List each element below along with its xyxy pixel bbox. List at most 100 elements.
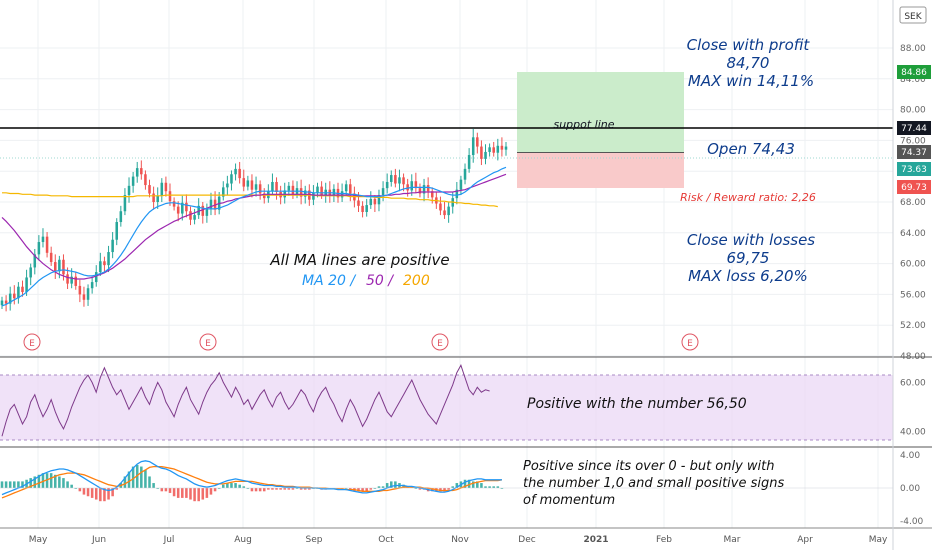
macd-histogram-bar — [94, 488, 98, 500]
earnings-marker-label: E — [29, 339, 35, 349]
macd-histogram-bar — [37, 474, 41, 488]
macd-histogram-bar — [62, 478, 65, 488]
macd-histogram-bar — [82, 488, 86, 495]
candle-body — [107, 252, 110, 266]
macd-histogram-bar — [357, 488, 360, 492]
macd-histogram-bar — [275, 488, 278, 490]
macd-histogram-bar — [484, 486, 487, 488]
open-label: Open 74,43 — [707, 140, 795, 158]
candle-body — [418, 188, 422, 194]
macd-histogram-bar — [168, 488, 172, 493]
candle-body — [402, 177, 405, 185]
macd-histogram-bar — [193, 488, 196, 502]
candle-body — [144, 174, 147, 186]
candle-body — [381, 188, 385, 196]
macd-histogram-bar — [439, 488, 442, 492]
price-tick-label: 80.00 — [900, 106, 926, 116]
macd-tick-label: 4.00 — [900, 451, 920, 461]
candle-body — [41, 236, 45, 243]
macd-histogram-bar — [217, 488, 221, 489]
macd-pane — [0, 460, 893, 502]
candle-body — [0, 300, 4, 306]
macd-histogram-bar — [283, 488, 287, 490]
rsi-band — [0, 375, 893, 440]
candle-body — [205, 208, 209, 216]
time-tick-label: Dec — [518, 535, 535, 545]
earnings-marker — [431, 333, 449, 351]
loss-title: Close with losses — [687, 231, 815, 249]
candle-body — [455, 189, 459, 199]
macd-histogram-bar — [234, 483, 237, 488]
candle-body — [221, 187, 225, 197]
candle-body — [148, 185, 151, 194]
candle-body — [131, 176, 135, 186]
price-tag — [897, 162, 931, 176]
macd-histogram-bar — [0, 481, 4, 488]
loss-max: MAX loss 6,20% — [688, 267, 808, 285]
candle-body — [471, 137, 475, 156]
ma200-line — [2, 192, 498, 208]
position-zones — [517, 72, 684, 188]
price-tag-label: 74.37 — [901, 148, 927, 158]
earnings-marker-label: E — [205, 339, 211, 349]
macd-histogram-bar — [140, 466, 143, 488]
price-tick-label: 88.00 — [900, 44, 926, 54]
candle-body — [209, 199, 213, 209]
support-line-label: suppot line — [553, 118, 614, 131]
candle-body — [271, 181, 274, 192]
macd-histogram-bar — [308, 488, 311, 490]
candle-body — [53, 262, 57, 272]
candle-body — [74, 276, 78, 286]
macd-histogram-bar — [467, 479, 471, 488]
candle-body — [119, 211, 123, 223]
candle-body — [82, 294, 86, 300]
candle-body — [37, 242, 41, 255]
candle-body — [33, 254, 37, 268]
macd-histogram-bar — [29, 478, 32, 488]
candle-body — [164, 182, 168, 192]
macd-histogram-bar — [250, 488, 254, 492]
candle-body — [86, 288, 90, 300]
macd-histogram-bar — [488, 486, 491, 488]
candle-body — [135, 168, 139, 177]
candle-body — [152, 193, 155, 202]
candle-body — [66, 274, 69, 284]
macd-histogram-bar — [17, 481, 20, 488]
macd-histogram-bar — [500, 488, 504, 489]
macd-histogram-bar — [373, 488, 377, 489]
macd-histogram-bar — [267, 488, 270, 490]
candle-body — [287, 185, 291, 191]
macd-histogram-bar — [418, 488, 422, 490]
candle-body — [230, 174, 233, 184]
macd-histogram-bar — [394, 481, 397, 488]
candle-body — [45, 236, 49, 253]
time-tick-label: Nov — [451, 535, 469, 545]
macd-histogram-bar — [291, 488, 295, 490]
macd-histogram-bar — [262, 488, 266, 492]
candle-body — [25, 277, 28, 293]
macd-histogram-bar — [66, 481, 69, 488]
ma-title: All MA lines are positive — [269, 251, 449, 269]
profit-value: 84,70 — [727, 54, 770, 72]
macd-note-line-3: of momentum — [523, 493, 615, 508]
macd-histogram-bar — [443, 488, 446, 492]
candle-body — [160, 182, 164, 196]
candle-body — [357, 200, 360, 206]
candle-body — [193, 215, 196, 220]
macd-histogram-bar — [127, 471, 131, 488]
candle-body — [476, 137, 479, 147]
axis-layer: 88.0084.0080.0076.0072.0068.0064.0060.00… — [29, 44, 931, 545]
currency-label: SEK — [904, 12, 922, 22]
candle-body — [189, 211, 192, 220]
candle-body — [115, 222, 119, 240]
macd-histogram-bar — [451, 486, 455, 488]
price-tag — [897, 180, 931, 194]
currency-badge[interactable] — [899, 6, 927, 24]
macd-histogram-bar — [21, 481, 24, 488]
macd-histogram-bar — [295, 488, 299, 489]
candle-body — [13, 293, 16, 299]
time-tick-label: May — [869, 535, 888, 545]
candle-body — [254, 184, 258, 190]
